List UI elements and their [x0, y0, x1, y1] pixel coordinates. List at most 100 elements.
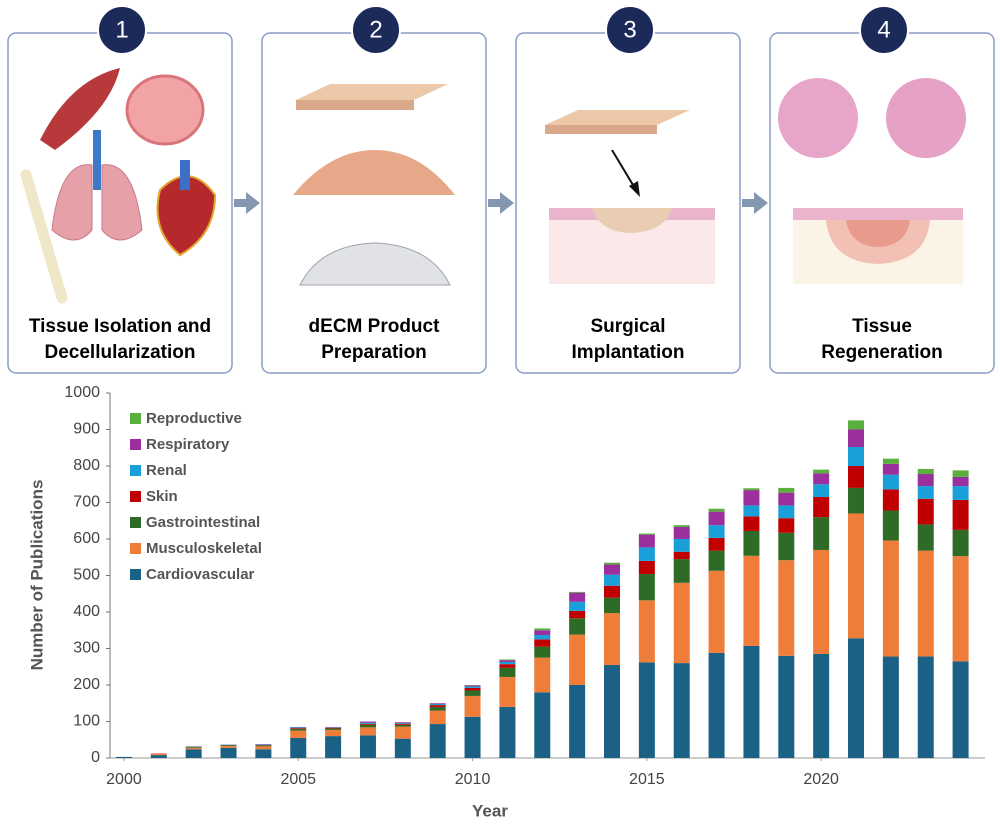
implant-arrowhead — [629, 181, 640, 197]
bar-segment — [603, 664, 620, 758]
bar-segment — [952, 470, 969, 477]
bar-segment — [743, 516, 760, 531]
bar-segment — [290, 737, 307, 758]
step-label: Preparation — [321, 342, 427, 363]
bar-segment — [394, 726, 411, 739]
bar-segment — [255, 745, 272, 747]
intestine — [125, 74, 205, 146]
bar-segment — [185, 747, 202, 748]
bar-segment — [743, 490, 760, 506]
y-tick-label: 400 — [73, 603, 100, 620]
sheet-edge — [545, 125, 657, 134]
skin-epidermis — [793, 208, 963, 220]
bar-segment — [743, 505, 760, 517]
bar-segment — [359, 722, 376, 724]
aorta — [180, 160, 190, 190]
bar-segment — [394, 724, 411, 727]
bar-segment — [952, 529, 969, 557]
legend-label: Reproductive — [146, 410, 242, 427]
bar-segment — [848, 487, 865, 514]
bar-segment — [638, 533, 655, 535]
bar-segment — [569, 634, 586, 685]
bar-segment — [952, 556, 969, 662]
bar-segment — [220, 745, 237, 746]
bar-segment — [638, 574, 655, 601]
bar-segment — [952, 499, 969, 530]
bar-segment — [464, 690, 481, 696]
bar-segment — [673, 525, 690, 527]
bar-segment — [952, 661, 969, 758]
bar-segment — [743, 555, 760, 646]
implanted-graft — [592, 208, 672, 233]
x-axis-title: Year — [472, 801, 508, 820]
bar-segment — [290, 728, 307, 731]
legend-label: Respiratory — [146, 436, 230, 453]
flow-arrows — [234, 192, 768, 214]
bar-segment — [359, 727, 376, 736]
step-badge — [859, 5, 909, 55]
step-label: Regeneration — [821, 342, 942, 363]
bar-segment — [499, 664, 516, 668]
bar-segment — [464, 687, 481, 691]
bar-segment — [848, 466, 865, 488]
bar-segment — [708, 550, 725, 571]
arrow — [488, 192, 514, 214]
legend-label: Renal — [146, 462, 187, 479]
bar-segment — [708, 511, 725, 526]
bar-segment — [917, 474, 934, 487]
bar-segment — [603, 562, 620, 565]
bar-segment — [394, 723, 411, 725]
bar-segment — [115, 756, 132, 758]
bar-segment — [603, 597, 620, 614]
bar-segment — [499, 662, 516, 665]
bar-segment — [603, 585, 620, 598]
x-tick-label: 2005 — [280, 771, 316, 788]
bar-segment — [394, 722, 411, 723]
bar-segment — [325, 736, 342, 758]
bar-segment — [917, 656, 934, 758]
bar-segment — [603, 613, 620, 665]
bone — [20, 169, 68, 304]
bar-segment — [429, 724, 446, 758]
bar-segment — [778, 560, 795, 656]
y-tick-label: 500 — [73, 567, 100, 584]
bar-segment — [534, 639, 551, 647]
bar-segment — [813, 484, 830, 498]
bar-segment — [848, 429, 865, 448]
bar-segment — [882, 489, 899, 511]
step-label: Tissue Isolation and — [29, 316, 211, 337]
bar-segment — [778, 518, 795, 533]
regeneration-illustration — [778, 78, 966, 284]
bar-segment — [917, 524, 934, 551]
bar-segment — [185, 747, 202, 750]
x-tick-label: 2000 — [106, 771, 142, 788]
lung-right — [101, 164, 143, 241]
bar-segment — [917, 486, 934, 499]
step-badge — [97, 5, 147, 55]
bar-segment — [813, 517, 830, 550]
bar-segment — [603, 564, 620, 575]
bar-segment — [325, 728, 342, 730]
bar-segment — [464, 716, 481, 758]
legend-swatch — [130, 413, 141, 424]
bar-segment — [499, 667, 516, 677]
bar-segment — [150, 755, 167, 758]
bar-segment — [569, 591, 586, 593]
step-badges — [97, 5, 909, 55]
bar-segment — [778, 487, 795, 493]
bar-segment — [429, 710, 446, 725]
bar-segment — [673, 582, 690, 664]
organs-illustration — [20, 68, 217, 304]
trachea — [93, 130, 101, 190]
dECM-products-illustration — [293, 84, 455, 286]
y-tick-label: 200 — [73, 676, 100, 693]
bar-segment — [569, 592, 586, 602]
bar-segment — [673, 526, 690, 539]
bar-segment — [464, 686, 481, 688]
y-tick-label: 600 — [73, 530, 100, 547]
bar-segment — [429, 703, 446, 704]
bar-segment — [534, 692, 551, 758]
bar-segment — [220, 747, 237, 758]
y-tick-label: 700 — [73, 494, 100, 511]
